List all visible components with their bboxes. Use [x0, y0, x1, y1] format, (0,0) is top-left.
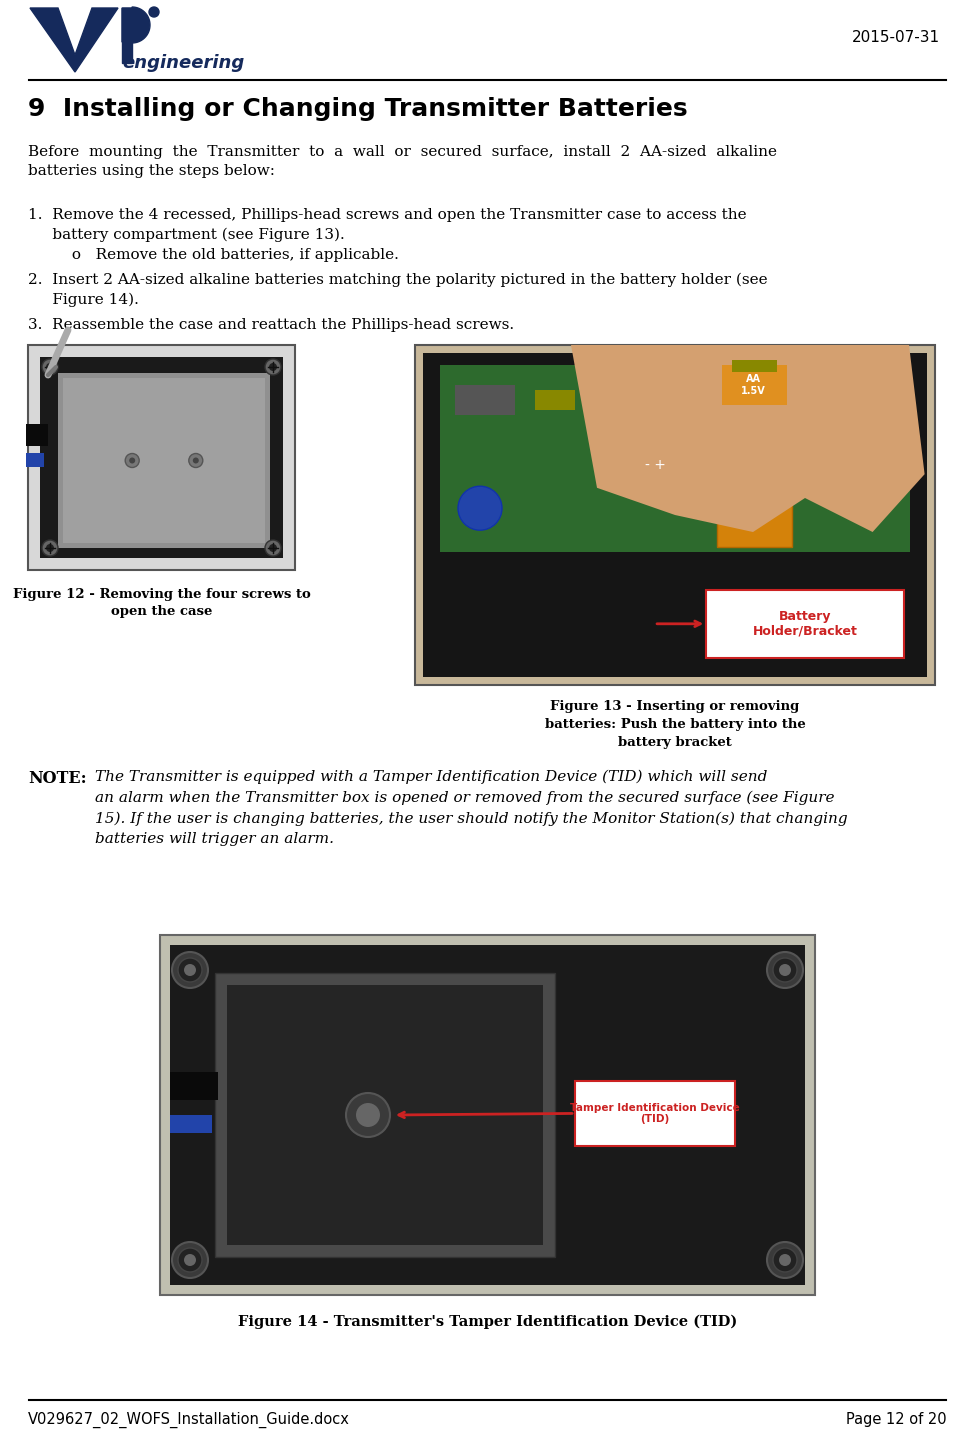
Polygon shape — [30, 9, 118, 72]
Bar — [63, 378, 265, 543]
Text: Figure 13 - Inserting or removing: Figure 13 - Inserting or removing — [550, 700, 800, 713]
Text: Figure 12 - Removing the four screws to: Figure 12 - Removing the four screws to — [13, 588, 310, 601]
Circle shape — [265, 360, 281, 375]
Bar — [170, 944, 805, 1285]
Circle shape — [773, 957, 797, 982]
Circle shape — [356, 1103, 380, 1126]
Text: engineering: engineering — [122, 53, 245, 72]
Bar — [440, 365, 910, 552]
Bar — [706, 589, 904, 658]
Text: 3.  Reassemble the case and reattach the Phillips-head screws.: 3. Reassemble the case and reattach the … — [28, 318, 514, 332]
Circle shape — [269, 362, 277, 371]
Circle shape — [767, 952, 803, 988]
Text: NOTE:: NOTE: — [28, 770, 87, 787]
Circle shape — [178, 1248, 202, 1272]
Text: Figure 14).: Figure 14). — [28, 293, 138, 308]
Bar — [160, 936, 815, 1295]
Bar — [215, 973, 555, 1256]
Circle shape — [184, 1253, 196, 1266]
Circle shape — [767, 1242, 803, 1278]
Text: batteries: Push the battery into the: batteries: Push the battery into the — [545, 718, 805, 731]
Polygon shape — [571, 345, 924, 531]
Bar — [731, 360, 777, 373]
Bar — [170, 1071, 218, 1100]
Polygon shape — [122, 7, 150, 43]
Circle shape — [773, 1248, 797, 1272]
Bar — [595, 380, 625, 430]
Bar — [28, 345, 295, 570]
Bar — [122, 9, 132, 64]
Circle shape — [42, 540, 58, 556]
Text: battery bracket: battery bracket — [618, 736, 732, 749]
Circle shape — [189, 453, 203, 468]
Bar — [227, 985, 543, 1245]
Circle shape — [46, 362, 54, 371]
Circle shape — [178, 957, 202, 982]
Text: 2.  Insert 2 AA-sized alkaline batteries matching the polarity pictured in the b: 2. Insert 2 AA-sized alkaline batteries … — [28, 273, 767, 287]
Text: Before  mounting  the  Transmitter  to  a  wall  or  secured  surface,  install : Before mounting the Transmitter to a wal… — [28, 144, 777, 179]
Bar — [615, 448, 695, 482]
Text: 2015-07-31: 2015-07-31 — [852, 30, 940, 45]
Text: - +: - + — [644, 458, 665, 472]
Bar — [575, 1082, 735, 1147]
Circle shape — [42, 360, 58, 375]
Bar — [170, 1115, 212, 1134]
Circle shape — [265, 540, 281, 556]
Bar — [26, 423, 48, 446]
Bar — [717, 360, 792, 547]
Circle shape — [184, 965, 196, 976]
Circle shape — [125, 453, 139, 468]
Circle shape — [193, 458, 199, 464]
Circle shape — [346, 1093, 390, 1136]
Circle shape — [130, 458, 136, 464]
Text: open the case: open the case — [111, 605, 213, 618]
Text: Battery
Holder/Bracket: Battery Holder/Bracket — [753, 609, 857, 638]
Text: AA
1.5V: AA 1.5V — [741, 374, 766, 396]
Text: battery compartment (see Figure 13).: battery compartment (see Figure 13). — [28, 228, 345, 243]
Text: Tamper Identification Device
(TID): Tamper Identification Device (TID) — [570, 1103, 740, 1125]
Bar — [423, 352, 927, 677]
Bar — [40, 357, 283, 557]
Circle shape — [172, 952, 208, 988]
Bar — [645, 396, 695, 410]
Text: Figure 14 - Transmitter's Tamper Identification Device (TID): Figure 14 - Transmitter's Tamper Identif… — [238, 1315, 737, 1330]
Text: o   Remove the old batteries, if applicable.: o Remove the old batteries, if applicabl… — [28, 248, 399, 261]
Bar — [722, 365, 787, 404]
Circle shape — [779, 965, 791, 976]
Circle shape — [149, 7, 159, 17]
Circle shape — [269, 544, 277, 552]
Circle shape — [172, 1242, 208, 1278]
Text: 9  Installing or Changing Transmitter Batteries: 9 Installing or Changing Transmitter Bat… — [28, 97, 687, 121]
Bar — [26, 453, 44, 466]
Bar — [455, 386, 515, 414]
Bar — [535, 390, 575, 410]
Text: Page 12 of 20: Page 12 of 20 — [846, 1412, 947, 1427]
Text: 1.  Remove the 4 recessed, Phillips-head screws and open the Transmitter case to: 1. Remove the 4 recessed, Phillips-head … — [28, 208, 747, 222]
Circle shape — [779, 1253, 791, 1266]
Text: The Transmitter is equipped with a Tamper Identification Device (TID) which will: The Transmitter is equipped with a Tampe… — [95, 770, 847, 846]
Circle shape — [46, 544, 54, 552]
Circle shape — [458, 487, 502, 530]
Text: V029627_02_WOFS_Installation_Guide.docx: V029627_02_WOFS_Installation_Guide.docx — [28, 1412, 350, 1428]
Bar — [58, 373, 270, 549]
Bar — [415, 345, 935, 684]
